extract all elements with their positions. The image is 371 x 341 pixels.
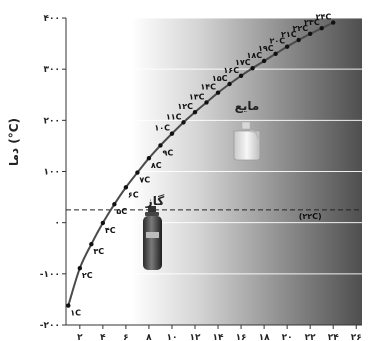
x-tick-label: ۶ [123,333,129,341]
data-point [250,65,255,71]
data-point [77,266,83,271]
gas-cylinder-image [143,206,162,270]
data-point [215,90,221,95]
x-tick-label: ۱۴ [213,333,224,341]
data-point-label: ۴C [105,226,116,235]
data-point-label: ۱۵C [212,74,228,83]
grid-lines [66,17,362,275]
data-point-label: ۱۰C [154,124,170,133]
data-point-label: ۹C [162,148,173,157]
x-tick-label: ۲۶ [351,333,362,341]
data-point [296,37,301,43]
data-point-label: ۶C [128,190,139,199]
x-tick-label: ۱۰ [166,333,177,341]
reference-line-label: (۲۲C) [299,212,322,221]
data-point [123,185,129,190]
data-point-label: ۵C [116,207,127,216]
data-point-label: ۲۴C [316,13,332,22]
y-axis-label: دما (°C) [7,118,21,166]
data-point-label: ۱۳C [189,92,205,101]
data-point-label: ۳C [93,247,104,256]
data-point [181,120,186,125]
data-point [307,31,313,37]
data-point [89,241,94,247]
data-point-label: ۱۷C [235,58,251,67]
data-point-label: ۱۸C [246,51,262,60]
y-tick-label: -۱۰۰ [40,270,60,280]
data-point-label: ۲C [82,271,93,280]
data-point [204,100,209,105]
data-point [169,131,175,136]
data-point [100,220,106,226]
data-point-label: ۱۶C [223,66,239,75]
data-point [146,155,152,161]
data-point-label: ۲۱C [281,30,297,39]
data-point-label: ۱۲C [177,102,193,111]
y-axis-ticks: -۲۰۰ -۱۰۰ ۰ ۱۰۰ ۲۰۰ ۳۰۰ ۴۰۰ [40,14,66,331]
y-tick-label: ۴۰۰ [44,14,60,24]
data-point-label: ۲۲C [293,24,309,33]
data-point [227,81,232,87]
x-tick-label: ۴ [100,333,106,341]
data-point [331,20,336,25]
data-point [192,109,198,115]
data-point-label: ۱۴C [200,83,216,92]
data-point [261,58,267,64]
y-tick-label: -۲۰۰ [40,321,60,331]
data-point-label: ۱۱C [166,112,182,121]
y-tick-label: ۳۰۰ [44,65,60,75]
x-tick-label: ۲۴ [328,333,339,341]
gas-label: گاز [145,194,164,208]
y-tick-label: ۱۰۰ [44,168,60,178]
liquid-jug-image [233,121,261,161]
y-tick-label: ۰ [55,219,61,229]
x-tick-label: ۱۸ [259,333,270,341]
data-point-label: ۱C [70,309,81,318]
x-tick-label: ۲۲ [305,333,316,341]
data-point [238,73,244,79]
data-point [112,202,117,207]
data-point [158,143,163,148]
x-axis-ticks: ۲ ۴ ۶ ۸ ۱۰ ۱۲ ۱۴ ۱۶ ۱۸ ۲۰ ۲۲ ۲۴ ۲۶ [77,325,362,341]
x-tick-label: ۲ [77,333,83,341]
data-points: ۱C۲C۳C۴C۵C۶C۷C۸C۹C۱۰C۱۱C۱۲C۱۳C۱۴C۱۵C۱۶C۱… [66,13,336,318]
data-point-label: ۲۰C [269,37,285,46]
data-point [284,44,290,49]
data-point-label: ۱۹C [258,44,274,53]
data-point [135,170,140,175]
y-tick-label: ۲۰۰ [44,116,60,126]
x-tick-label: ۱۲ [189,333,200,341]
data-point-label: ۲۳C [304,18,320,27]
liquid-label: مایع [235,99,260,113]
x-tick-label: ۸ [146,333,152,341]
x-tick-label: ۲۰ [282,333,293,341]
data-point [319,26,324,31]
data-point [66,303,71,308]
data-point-label: ۷C [139,176,150,185]
x-tick-label: ۱۶ [236,333,247,341]
data-point-label: ۸C [151,161,162,170]
data-point [273,51,278,57]
